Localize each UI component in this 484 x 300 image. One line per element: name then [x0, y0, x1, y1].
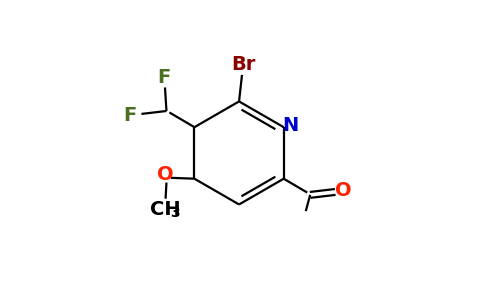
- Text: F: F: [157, 68, 170, 87]
- Text: F: F: [123, 106, 136, 125]
- Text: O: O: [157, 165, 173, 184]
- Text: Br: Br: [231, 55, 256, 74]
- Text: O: O: [335, 181, 352, 200]
- Text: CH: CH: [150, 200, 181, 219]
- Text: 3: 3: [170, 206, 180, 220]
- Text: N: N: [282, 116, 298, 135]
